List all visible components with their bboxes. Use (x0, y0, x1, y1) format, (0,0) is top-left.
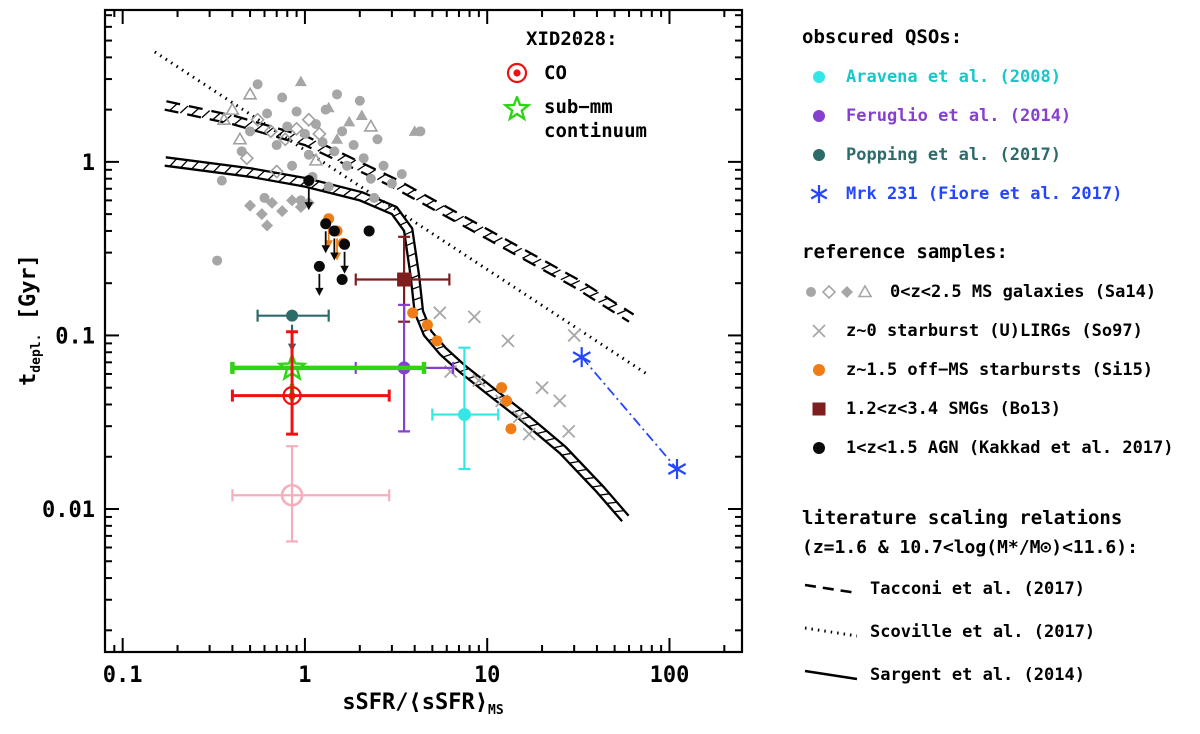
co-marker-icon (500, 60, 534, 86)
legend-item-offms-starbursts: z∼1.5 off−MS starbursts (Si15) (802, 357, 1198, 383)
side-legend: obscured QSOs: Aravena et al. (2008) Fer… (802, 26, 1198, 722)
feruglio-dot-icon (802, 103, 836, 129)
plot-legend-co-label: CO (544, 62, 567, 84)
legend-heading-relations: literature scaling relations (802, 507, 1123, 529)
legend-item-ulirgs: z∼0 starburst (U)LIRGs (So97) (802, 318, 1198, 344)
x-tick-label: 1 (298, 663, 311, 688)
submm-label-line2: continuum (544, 119, 647, 142)
ms-galaxies-symbols-icon (802, 279, 880, 305)
measurement (231, 445, 391, 543)
mrk231-label: Mrk 231 (Fiore et al. 2017) (846, 184, 1123, 204)
offms-label: z∼1.5 off−MS starbursts (Si15) (846, 360, 1154, 380)
ms-galaxies-label: 0<z<2.5 MS galaxies (Sa14) (890, 282, 1157, 302)
plot-legend-item-submm: sub−mm continuum (500, 96, 647, 144)
legend-item-scoville: Scoville et al. (2017) (802, 619, 1198, 645)
smgs-square-icon (802, 396, 836, 422)
ulirgs-label: z∼0 starburst (U)LIRGs (So97) (846, 321, 1143, 341)
series-circle (303, 175, 375, 296)
aravena-dot-icon (802, 64, 836, 90)
smgs-label: 1.2<z<3.4 SMGs (Bo13) (846, 399, 1061, 419)
submm-star-icon (500, 96, 534, 122)
offms-dot-icon (802, 357, 836, 383)
tacconi-dashed-line-icon (802, 576, 860, 602)
y-axis-label: tdepl. [Gyr] (16, 195, 44, 445)
legend-section-scaling-relations: literature scaling relations (z=1.6 & 10… (802, 507, 1198, 688)
legend-item-aravena: Aravena et al. (2008) (802, 64, 1198, 90)
plot-legend: XID2028: CO sub−mm continuum (500, 28, 647, 154)
x-label-subscript: MS (488, 703, 504, 718)
ulirgs-cross-icon (802, 318, 836, 344)
series-circle (212, 79, 426, 266)
legend-heading-reference: reference samples: (802, 241, 1008, 263)
x-tick-label: 0.1 (103, 663, 143, 688)
scoville-dotted-line-icon (802, 619, 860, 645)
x-axis-label: sSFR/⟨sSFR⟩MS (253, 690, 593, 718)
agn-dot-icon (802, 435, 836, 461)
sargent-label: Sargent et al. (2014) (870, 665, 1085, 685)
legend-item-smgs: 1.2<z<3.4 SMGs (Bo13) (802, 396, 1198, 422)
legend-item-mrk231: Mrk 231 (Fiore et al. 2017) (802, 181, 1198, 207)
legend-subheading-relations: (z=1.6 & 10.7<log(M*/M⊙)<11.6): (802, 537, 1138, 558)
plot-legend-item-co: CO (500, 60, 647, 86)
legend-item-sargent: Sargent et al. (2014) (802, 662, 1198, 688)
legend-item-feruglio: Feruglio et al. (2014) (802, 103, 1198, 129)
legend-item-popping: Popping et al. (2017) (802, 142, 1198, 168)
feruglio-label: Feruglio et al. (2014) (846, 106, 1072, 126)
series-x (433, 306, 581, 441)
plot-frame (103, 8, 744, 654)
measurement (230, 330, 391, 436)
y-label-unit: [Gyr] (16, 254, 41, 334)
tacconi-label: Tacconi et al. (2017) (870, 579, 1085, 599)
legend-item-agn: 1<z<1.5 AGN (Kakkad et al. 2017) (802, 435, 1198, 461)
x-label-main: sSFR/⟨sSFR⟩ (342, 690, 489, 715)
scoville-label: Scoville et al. (2017) (870, 622, 1096, 642)
y-tick-label: 1 (82, 151, 95, 176)
y-label-subscript: depl. (29, 333, 44, 373)
popping-label: Popping et al. (2017) (846, 145, 1061, 165)
series-triangle (294, 75, 421, 144)
x-tick-label: 10 (474, 663, 501, 688)
mrk231-asterisk-icon (802, 181, 836, 207)
y-label-main: t (16, 372, 41, 386)
measurement (431, 346, 500, 471)
agn-label: 1<z<1.5 AGN (Kakkad et al. 2017) (846, 438, 1174, 458)
legend-section-obscured-qsos: obscured QSOs: Aravena et al. (2008) Fer… (802, 26, 1198, 207)
submm-label-line1: sub−mm (544, 96, 613, 118)
plot-legend-title: XID2028: (526, 28, 618, 50)
sargent-solid-line-icon (802, 662, 860, 688)
series-diamond (244, 194, 315, 232)
series-asterisk (572, 347, 687, 480)
plot-legend-submm-label: sub−mm continuum (544, 96, 647, 144)
series-triangle-open (216, 86, 379, 166)
legend-item-tacconi: Tacconi et al. (2017) (802, 576, 1198, 602)
x-tick-label: 100 (650, 663, 690, 688)
series-diamond-open (239, 112, 327, 179)
aravena-label: Aravena et al. (2008) (846, 67, 1061, 87)
legend-section-reference-samples: reference samples: 0<z<2.5 MS galaxies (… (802, 241, 1198, 461)
popping-dot-icon (802, 142, 836, 168)
y-tick-label: 0.1 (55, 324, 95, 349)
legend-item-ms-galaxies: 0<z<2.5 MS galaxies (Sa14) (802, 279, 1198, 305)
relation-solid-band (164, 156, 630, 523)
legend-heading-qsos: obscured QSOs: (802, 26, 963, 48)
y-tick-label: 0.01 (42, 498, 95, 523)
